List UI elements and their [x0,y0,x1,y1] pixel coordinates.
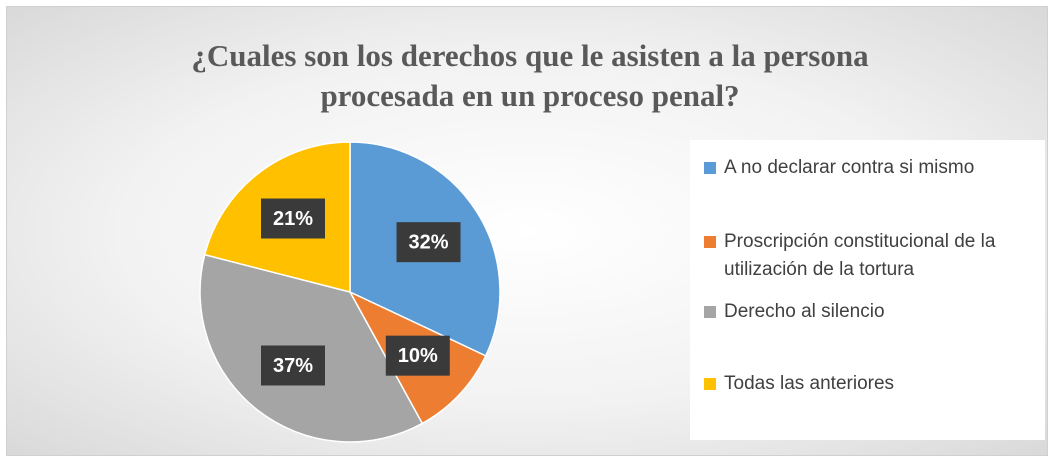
legend-label: Todas las anteriores [724,373,895,394]
data-label-box [396,222,461,263]
legend-label: Proscripción constitucional de la utiliz… [724,231,996,280]
data-label-box [260,345,325,386]
legend-swatch [704,162,716,174]
legend-swatch [704,378,716,390]
legend-item: A no declarar contra si mismo [698,154,1038,182]
legend-item: Derecho al silencio [698,298,1038,326]
data-label: 37% [273,355,313,377]
data-label: 10% [398,345,438,367]
chart-title: ¿Cuales son los derechos que le asisten … [191,38,869,113]
legend: A no declarar contra si mismo Proscripció… [690,140,1045,440]
legend-item: Todas las anteriores [698,370,1038,398]
data-label-box [260,198,325,239]
legend-label: A no declarar contra si mismo [724,157,975,178]
legend-item: Proscripción constitucional de la utiliz… [698,228,1038,284]
legend-swatch [704,236,716,248]
data-label-box [385,335,450,376]
legend-swatch [704,306,716,318]
legend-label: Derecho al silencio [724,301,885,322]
data-label: 21% [273,208,313,230]
data-label: 32% [409,231,449,253]
